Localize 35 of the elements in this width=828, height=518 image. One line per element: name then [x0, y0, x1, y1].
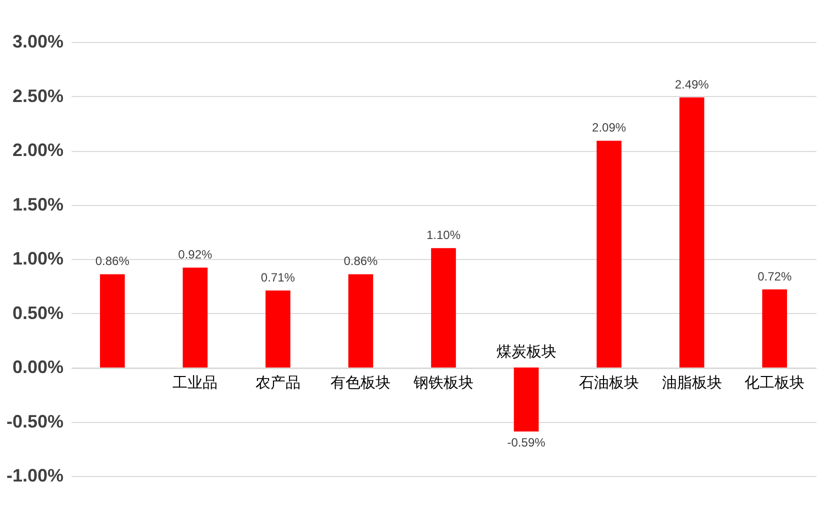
bar [348, 274, 374, 368]
data-label: 0.86% [344, 254, 378, 268]
y-tick-label: -0.50% [6, 411, 64, 432]
x-tick-label: 农产品 [255, 374, 300, 392]
x-tick-label: 油脂板块 [662, 374, 722, 392]
y-tick-label: 3.00% [12, 32, 64, 52]
data-label: 1.10% [426, 228, 461, 242]
data-label: 0.72% [758, 269, 792, 284]
data-label: 0.92% [178, 248, 213, 262]
bar [596, 140, 622, 368]
data-label: -0.59% [507, 436, 546, 450]
data-label: 0.71% [260, 270, 296, 284]
x-tick-label: 石油板块 [579, 374, 640, 392]
bar [182, 268, 208, 368]
y-tick-label: 2.50% [12, 86, 64, 106]
x-tick-label: 工业品 [172, 374, 218, 392]
bar [431, 248, 456, 368]
x-tick-label: 有色板块 [330, 374, 391, 392]
bar [514, 368, 539, 432]
x-tick-label: 钢铁板块 [412, 374, 474, 392]
y-tick-label: 0.50% [12, 302, 64, 323]
x-tick-label: 煤炭板块 [496, 342, 556, 360]
y-tick-label: 2.00% [12, 140, 64, 160]
data-label: 0.86% [95, 254, 130, 268]
bar [100, 274, 125, 368]
y-tick-label: 0.00% [12, 357, 64, 377]
data-label: 2.09% [592, 120, 626, 135]
y-tick-label: -1.00% [6, 466, 64, 486]
bar [266, 290, 290, 368]
bar [679, 97, 704, 368]
y-tick-label: 1.00% [12, 248, 64, 268]
data-label: 2.49% [674, 77, 710, 92]
bar [762, 289, 788, 368]
x-tick-label: 化工板块 [744, 374, 805, 392]
y-tick-label: 1.50% [12, 194, 64, 214]
